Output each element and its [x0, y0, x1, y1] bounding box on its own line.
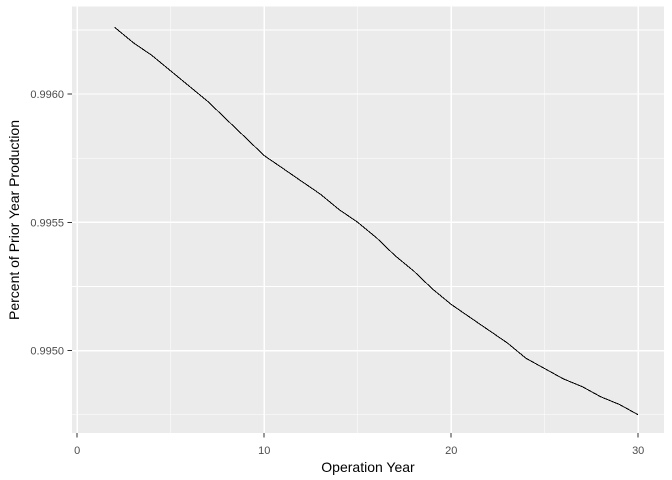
- axis-tick-labels: 0 10 20 30 0.9950 0.9955 0.9960: [30, 89, 644, 457]
- y-tick-label: 0.9960: [30, 89, 64, 101]
- data-line: [114, 26, 639, 416]
- x-tick-label: 10: [258, 445, 270, 457]
- axis-tick-marks: [67, 93, 639, 438]
- x-axis-title: Operation Year: [321, 459, 415, 475]
- x-tick-label: 0: [74, 445, 80, 457]
- plot-panel: [72, 6, 664, 433]
- y-axis-title: Percent of Prior Year Production: [6, 120, 22, 320]
- plot-panel-layer: [72, 6, 664, 433]
- y-tick-label: 0.9955: [30, 217, 64, 229]
- x-tick-label: 30: [632, 445, 644, 457]
- major-gridlines: [72, 6, 664, 433]
- y-tick-label: 0.9950: [30, 346, 64, 358]
- x-tick-label: 20: [445, 445, 457, 457]
- minor-gridlines: [72, 6, 664, 433]
- data-series-layer: [114, 26, 639, 416]
